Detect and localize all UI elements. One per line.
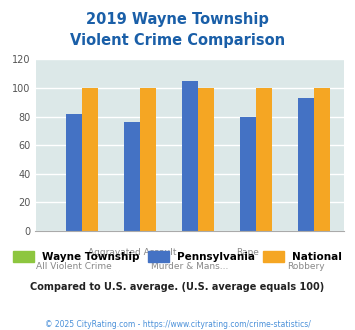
Text: All Violent Crime: All Violent Crime bbox=[36, 262, 112, 271]
Bar bbox=[182, 81, 198, 231]
Bar bbox=[256, 88, 272, 231]
Bar bbox=[314, 88, 330, 231]
Text: Aggravated Assault: Aggravated Assault bbox=[88, 248, 176, 257]
Bar bbox=[66, 114, 82, 231]
Text: Robbery: Robbery bbox=[287, 262, 325, 271]
Text: Murder & Mans...: Murder & Mans... bbox=[151, 262, 229, 271]
Text: Violent Crime Comparison: Violent Crime Comparison bbox=[70, 33, 285, 48]
Bar bbox=[82, 88, 98, 231]
Text: Compared to U.S. average. (U.S. average equals 100): Compared to U.S. average. (U.S. average … bbox=[31, 282, 324, 292]
Text: © 2025 CityRating.com - https://www.cityrating.com/crime-statistics/: © 2025 CityRating.com - https://www.city… bbox=[45, 320, 310, 329]
Bar bbox=[198, 88, 214, 231]
Bar bbox=[140, 88, 156, 231]
Bar bbox=[240, 116, 256, 231]
Legend: Wayne Township, Pennsylvania, National: Wayne Township, Pennsylvania, National bbox=[7, 246, 348, 267]
Text: 2019 Wayne Township: 2019 Wayne Township bbox=[86, 12, 269, 26]
Text: Rape: Rape bbox=[236, 248, 260, 257]
Bar bbox=[298, 98, 314, 231]
Bar bbox=[124, 122, 140, 231]
